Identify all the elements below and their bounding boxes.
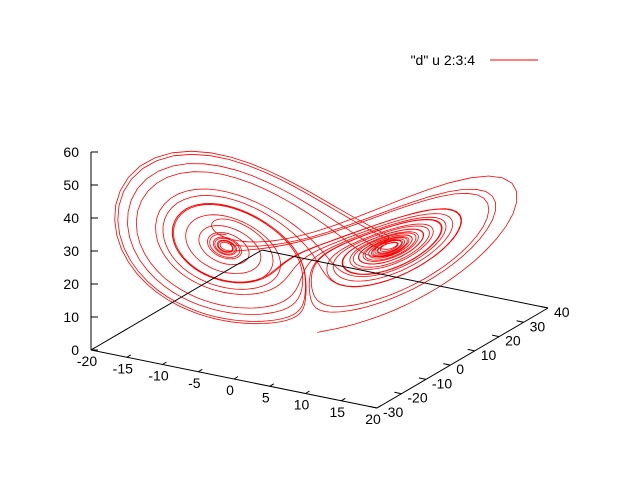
x-tick-label: 0	[226, 382, 234, 398]
back-y-axis-line	[261, 249, 549, 309]
x-tick-mark	[126, 354, 132, 358]
z-tick-label: 40	[63, 210, 79, 226]
x-tick-mark	[233, 376, 239, 380]
series-layer	[114, 150, 518, 333]
z-tick-label: 0	[71, 342, 79, 358]
y-tick-label: -30	[383, 404, 403, 420]
x-tick-label: -5	[188, 375, 201, 391]
x-tick-label: -15	[113, 360, 133, 376]
x-tick-mark	[90, 347, 96, 351]
y-tick-mark	[394, 391, 402, 395]
x-tick-mark	[305, 390, 310, 394]
series-line-0	[114, 150, 518, 333]
y-tick-mark	[540, 306, 549, 309]
legend: "d" u 2:3:4	[411, 52, 538, 68]
x-tick-label: 10	[294, 397, 310, 413]
z-tick-label: 10	[63, 309, 79, 325]
x-tick-label: 15	[330, 404, 346, 420]
y-tick-mark	[369, 406, 378, 409]
y-tick-label: 40	[554, 304, 570, 320]
x-tick-mark	[341, 397, 346, 402]
x-tick-mark	[269, 383, 275, 387]
y-tick-mark	[516, 320, 524, 323]
x-tick-label: 20	[365, 411, 381, 427]
z-tick-label: 30	[63, 243, 79, 259]
y-tick-label: 20	[505, 333, 521, 349]
back-x-axis-line	[90, 249, 263, 351]
y-tick-label: 30	[530, 318, 546, 334]
x-tick-mark	[162, 361, 167, 365]
y-tick-label: 0	[456, 361, 464, 377]
x-tick-label: 5	[262, 389, 270, 405]
y-tick-mark	[491, 334, 500, 338]
z-tick-label: 50	[63, 177, 79, 193]
z-tick-label: 20	[63, 276, 79, 292]
y-tick-mark	[467, 348, 475, 352]
y-tick-label: -10	[432, 375, 452, 391]
z-tick-label: 60	[63, 144, 79, 160]
y-axis-line	[376, 307, 549, 409]
y-tick-mark	[418, 377, 427, 380]
y-tick-mark	[443, 363, 451, 366]
x-tick-label: -10	[148, 368, 168, 384]
legend-label: "d" u 2:3:4	[411, 52, 476, 68]
x-tick-mark	[376, 405, 382, 409]
y-tick-label: -20	[407, 390, 427, 406]
x-tick-mark	[198, 368, 203, 373]
x-tick-label: -20	[77, 353, 97, 369]
y-tick-label: 10	[481, 347, 497, 363]
